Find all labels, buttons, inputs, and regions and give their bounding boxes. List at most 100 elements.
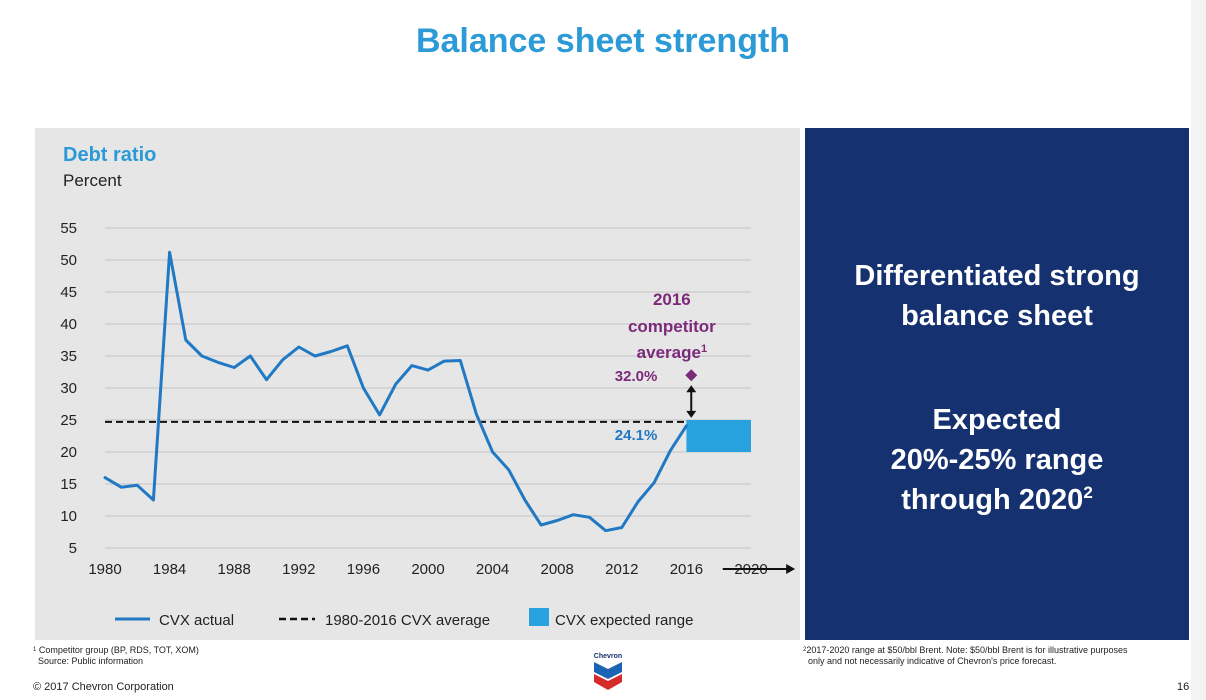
footnote-right-text1: 2017-2020 range at $50/bbl Brent. Note: … bbox=[806, 645, 1128, 655]
side-expected-line3: through 20202 bbox=[805, 480, 1189, 520]
x-tick-label: 2008 bbox=[541, 561, 574, 578]
cvx-actual-point bbox=[604, 529, 607, 532]
cvx-actual-point bbox=[540, 524, 542, 526]
debt-ratio-chart: Debt ratio Percent 5 10 15 20 25 30 35 40 45 50 55… bbox=[60, 144, 796, 629]
cvx-actual-point bbox=[152, 499, 155, 501]
copyright: © 2017 Chevron Corporation bbox=[33, 681, 174, 693]
footnote-left-text1: Competitor group (BP, RDS, TOT, XOM) bbox=[38, 645, 199, 655]
cvx-actual-point bbox=[556, 519, 558, 522]
competitor-value-label: 32.0% bbox=[615, 368, 658, 385]
cvx-actual-point bbox=[362, 387, 365, 389]
cvx-actual-point bbox=[104, 476, 106, 479]
side-panel bbox=[805, 128, 1189, 640]
chart-gridlines bbox=[105, 227, 751, 549]
footnote-left-line2: Source: Public information bbox=[38, 656, 144, 666]
y-tick-label: 55 bbox=[60, 220, 77, 237]
cvx-actual-point bbox=[265, 378, 268, 381]
footnote-left: 1 Competitor group (BP, RDS, TOT, XOM) S… bbox=[33, 645, 199, 667]
y-tick-label: 15 bbox=[60, 476, 77, 493]
side-expected-line3-text: through 2020 bbox=[901, 484, 1084, 516]
x-axis-ticks: 1980 1984 1988 1992 1996 2000 2004 2008 2012 2016… bbox=[88, 561, 796, 578]
x-tick-label: 1996 bbox=[347, 561, 380, 578]
footnote-left-line1: 1 Competitor group (BP, RDS, TOT, XOM) bbox=[33, 645, 199, 656]
y-tick-label: 40 bbox=[60, 316, 77, 333]
y-tick-label: 5 bbox=[69, 540, 77, 557]
page-title: Balance sheet strength bbox=[415, 22, 791, 60]
chart-subtitle: Percent bbox=[63, 171, 122, 190]
cvx-actual-point bbox=[669, 449, 672, 452]
cvx-actual-point bbox=[346, 344, 349, 347]
legend-label-cvx-actual: CVX actual bbox=[159, 612, 234, 629]
chart-legend: CVX actual 1980-2016 CVX average CVX exp… bbox=[115, 608, 693, 629]
cvx-actual-point bbox=[491, 451, 494, 453]
footnote-right-line2: only and not necessarily indicative of C… bbox=[808, 656, 1057, 666]
side-expected-line1: Expected bbox=[932, 404, 1062, 436]
footnote-right: 22017-2020 range at $50/bbl Brent. Note:… bbox=[803, 645, 1128, 667]
cvx-actual-point bbox=[653, 481, 655, 484]
page-number: 16 bbox=[1177, 681, 1190, 693]
legend-label-expected-range: CVX expected range bbox=[555, 612, 693, 629]
cvx-actual-point bbox=[394, 383, 397, 385]
chart-series bbox=[103, 250, 751, 533]
chevron-logo-top-icon bbox=[594, 662, 622, 679]
cvx-actual-point bbox=[378, 414, 381, 416]
competitor-label-average: average1 bbox=[637, 343, 707, 362]
x-tick-label: 1988 bbox=[218, 561, 251, 578]
x-tick-label: 1980 bbox=[88, 561, 121, 578]
competitor-diamond-marker bbox=[685, 369, 698, 382]
cvx-actual-point bbox=[685, 424, 688, 427]
right-edge-strip bbox=[1191, 0, 1206, 700]
cvx-actual-point bbox=[168, 251, 171, 254]
y-tick-label: 50 bbox=[60, 252, 77, 269]
y-tick-label: 20 bbox=[60, 444, 77, 461]
cvx-actual-line bbox=[103, 250, 688, 533]
x-tick-label: 1984 bbox=[153, 561, 186, 578]
cvx-actual-point bbox=[330, 350, 332, 353]
cvx-actual-point bbox=[298, 346, 300, 348]
cvx-actual-point bbox=[201, 355, 203, 357]
y-axis-ticks: 5 10 15 20 25 30 35 40 45 50 55 bbox=[60, 220, 77, 557]
cvx-actual-point bbox=[621, 526, 623, 529]
side-heading-line1: Differentiated strong bbox=[854, 260, 1140, 292]
x-tick-label: 1992 bbox=[282, 561, 315, 578]
cvx-actual-point bbox=[475, 413, 478, 416]
y-tick-label: 45 bbox=[60, 284, 77, 301]
x-tick-label: 2016 bbox=[670, 561, 703, 578]
cvx-actual-point bbox=[459, 359, 462, 362]
footnote-right-line1: 22017-2020 range at $50/bbl Brent. Note:… bbox=[803, 645, 1128, 656]
gap-arrow-up-icon bbox=[686, 385, 697, 393]
side-expected-footnote-mark: 2 bbox=[1083, 483, 1093, 502]
cvx-actual-point bbox=[427, 369, 429, 371]
cvx-actual-point bbox=[249, 355, 252, 357]
competitor-label-competitor_line1: 2016 bbox=[653, 290, 691, 309]
cvx-actual-point bbox=[443, 360, 445, 362]
legend-label-cvx-average: 1980-2016 CVX average bbox=[325, 612, 490, 629]
cvx-actual-point bbox=[588, 516, 591, 519]
x-tick-label: 2004 bbox=[476, 561, 509, 578]
side-heading-line2: balance sheet bbox=[901, 300, 1093, 332]
x-axis-arrowhead-icon bbox=[786, 564, 796, 574]
gap-arrow-down-icon bbox=[686, 410, 697, 418]
cvx-actual-point bbox=[507, 469, 510, 471]
chart-title: Debt ratio bbox=[63, 144, 156, 166]
legend-swatch-expected-range bbox=[529, 608, 549, 626]
chart-panel bbox=[35, 128, 800, 640]
y-tick-label: 30 bbox=[60, 380, 77, 397]
chevron-logo-text: Chevron bbox=[594, 653, 622, 660]
chevron-logo: Chevron bbox=[594, 653, 622, 690]
competitor-label-average-text: average bbox=[637, 343, 701, 362]
cvx-actual-point bbox=[120, 486, 122, 489]
x-tick-label: 2012 bbox=[605, 561, 638, 578]
cvx-value-label: 24.1% bbox=[615, 427, 658, 444]
cvx-actual-point bbox=[411, 364, 413, 367]
y-tick-label: 10 bbox=[60, 508, 77, 525]
competitor-footnote-mark: 1 bbox=[701, 343, 707, 355]
x-tick-label: 2000 bbox=[411, 561, 444, 578]
cvx-actual-point bbox=[637, 501, 639, 503]
cvx-actual-point bbox=[281, 359, 284, 361]
cvx-actual-point bbox=[136, 484, 139, 487]
cvx-actual-point bbox=[217, 361, 219, 364]
y-tick-label: 35 bbox=[60, 348, 77, 365]
cvx-actual-point bbox=[184, 339, 187, 341]
expected-range-band bbox=[686, 420, 751, 452]
